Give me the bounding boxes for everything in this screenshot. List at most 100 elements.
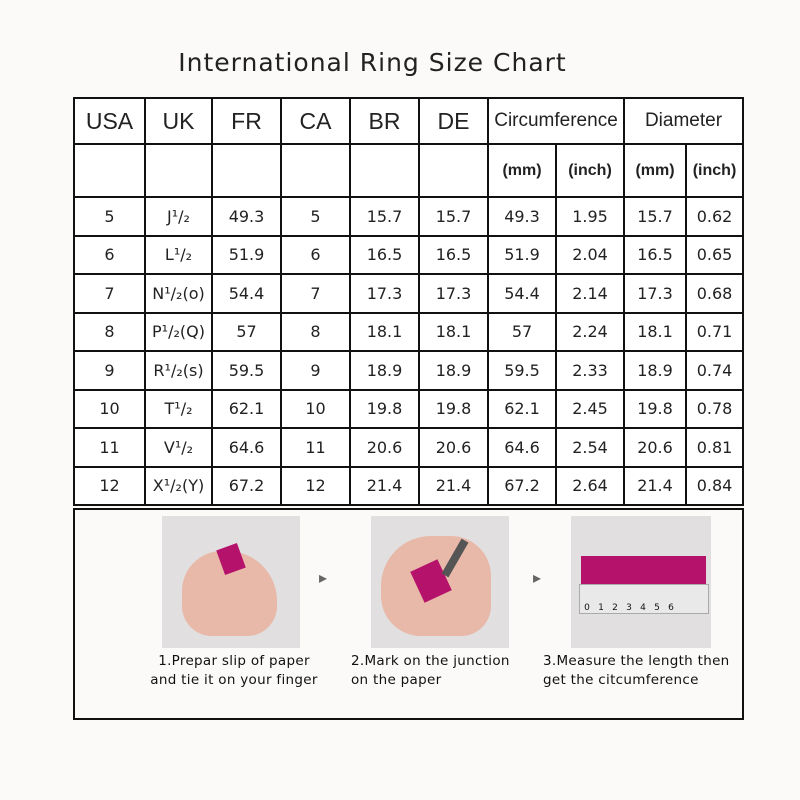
step1-hand-image <box>162 516 300 648</box>
table-cell: 54.4 <box>487 273 557 314</box>
caption-line: get the citcumference <box>543 672 699 688</box>
table-cell: 2.24 <box>555 311 625 352</box>
table-cell: 64.6 <box>211 427 282 468</box>
table-cell: T¹/₂ <box>144 388 213 429</box>
table-row: 8 P¹/₂(Q) 57 8 18.1 18.1 57 2.24 18.1 0.71 <box>73 311 744 352</box>
ruler-digit: 5 <box>654 603 660 613</box>
table-row: 12 X¹/₂(Y) 67.2 12 21.4 21.4 67.2 2.64 21.4 0.84 <box>73 465 744 506</box>
header-cell: UK <box>144 97 213 145</box>
table-cell: 2.45 <box>555 388 625 429</box>
ring-size-table: USA UK FR CA BR DE Circumference Diamete… <box>73 97 744 506</box>
table-cell: 57 <box>487 311 557 352</box>
table-row: 7 N¹/₂(o) 54.4 7 17.3 17.3 54.4 2.14 17.3 0.68 <box>73 273 744 314</box>
ruler-digit: 1 <box>598 603 604 613</box>
table-cell: 0.65 <box>685 234 744 275</box>
table-cell: 49.3 <box>211 196 282 237</box>
table-cell: 5 <box>280 196 351 237</box>
table-cell: 17.3 <box>623 273 687 314</box>
table-cell: 6 <box>73 234 146 275</box>
table-cell: 18.1 <box>418 311 489 352</box>
table-cell: 59.5 <box>487 350 557 391</box>
table-cell: 18.1 <box>623 311 687 352</box>
table-cell: 9 <box>280 350 351 391</box>
table-row: 6 L¹/₂ 51.9 6 16.5 16.5 51.9 2.04 16.5 0.65 <box>73 234 744 275</box>
caption-line: on the paper <box>351 672 442 688</box>
step3-caption: 3.Measure the length then get the citcumf… <box>543 652 730 690</box>
ruler-digit: 6 <box>668 603 674 613</box>
table-cell: 2.14 <box>555 273 625 314</box>
table-cell: 10 <box>73 388 146 429</box>
table-cell: R¹/₂(s) <box>144 350 213 391</box>
table-cell: 18.9 <box>349 350 420 391</box>
table-cell: J¹/₂ <box>144 196 213 237</box>
table-cell: 2.64 <box>555 465 625 506</box>
table-cell: 0.84 <box>685 465 744 506</box>
subheader-row: (mm) (inch) (mm) (inch) <box>73 143 744 198</box>
table-cell: 12 <box>73 465 146 506</box>
ruler-digit: 3 <box>626 603 632 613</box>
subheader-cell: (inch) <box>555 143 625 198</box>
header-cell: FR <box>211 97 282 145</box>
table-cell: N¹/₂(o) <box>144 273 213 314</box>
table-row: 11 V¹/₂ 64.6 11 20.6 20.6 64.6 2.54 20.6 0.81 <box>73 427 744 468</box>
table-cell: 11 <box>280 427 351 468</box>
table-cell: 18.9 <box>418 350 489 391</box>
table-cell: 17.3 <box>418 273 489 314</box>
table-cell: 15.7 <box>349 196 420 237</box>
ruler-digit: 4 <box>640 603 646 613</box>
table-cell: 8 <box>73 311 146 352</box>
table-cell: 0.62 <box>685 196 744 237</box>
table-cell: 2.33 <box>555 350 625 391</box>
header-cell: Circumference <box>487 97 625 145</box>
table-cell: 51.9 <box>487 234 557 275</box>
table-cell: 18.9 <box>623 350 687 391</box>
table-cell: 21.4 <box>349 465 420 506</box>
table-cell: 62.1 <box>487 388 557 429</box>
table-cell: 11 <box>73 427 146 468</box>
table-cell: 2.04 <box>555 234 625 275</box>
table-cell: 18.1 <box>349 311 420 352</box>
step2-caption: 2.Mark on the junction on the paper <box>351 652 510 690</box>
header-row: USA UK FR CA BR DE Circumference Diamete… <box>73 97 744 145</box>
table-row: 5 J¹/₂ 49.3 5 15.7 15.7 49.3 1.95 15.7 0.62 <box>73 196 744 237</box>
table-cell: 0.71 <box>685 311 744 352</box>
table-cell: 8 <box>280 311 351 352</box>
table-row: 10 T¹/₂ 62.1 10 19.8 19.8 62.1 2.45 19.8 0.78 <box>73 388 744 429</box>
table-cell: 2.54 <box>555 427 625 468</box>
arrow-icon: ▸ <box>533 568 542 587</box>
table-cell: P¹/₂(Q) <box>144 311 213 352</box>
table-row: 9 R¹/₂(s) 59.5 9 18.9 18.9 59.5 2.33 18.9 0.74 <box>73 350 744 391</box>
table-cell: 0.74 <box>685 350 744 391</box>
chart-title: International Ring Size Chart <box>178 48 567 77</box>
table-cell: 0.78 <box>685 388 744 429</box>
table-cell: 15.7 <box>623 196 687 237</box>
table-cell: 7 <box>73 273 146 314</box>
table-cell: 17.3 <box>349 273 420 314</box>
table-cell: V¹/₂ <box>144 427 213 468</box>
subheader-cell: (mm) <box>623 143 687 198</box>
table-cell: 54.4 <box>211 273 282 314</box>
header-cell: BR <box>349 97 420 145</box>
table-cell: 21.4 <box>418 465 489 506</box>
table-cell: 19.8 <box>623 388 687 429</box>
arrow-icon: ▸ <box>319 568 328 587</box>
table-cell: 16.5 <box>623 234 687 275</box>
table-cell: 67.2 <box>487 465 557 506</box>
caption-line: and tie it on your finger <box>150 672 318 688</box>
header-cell: Diameter <box>623 97 744 145</box>
table-cell: 20.6 <box>418 427 489 468</box>
table-cell: 19.8 <box>349 388 420 429</box>
table-cell: 7 <box>280 273 351 314</box>
caption-line: 2.Mark on the junction <box>351 653 510 669</box>
caption-line: 3.Measure the length then <box>543 653 730 669</box>
table-cell: 12 <box>280 465 351 506</box>
ruler-digit: 0 <box>584 603 590 613</box>
table-cell: 51.9 <box>211 234 282 275</box>
table-cell: 0.81 <box>685 427 744 468</box>
header-cell: CA <box>280 97 351 145</box>
table-cell: 21.4 <box>623 465 687 506</box>
table-cell: 6 <box>280 234 351 275</box>
table-cell: 20.6 <box>623 427 687 468</box>
